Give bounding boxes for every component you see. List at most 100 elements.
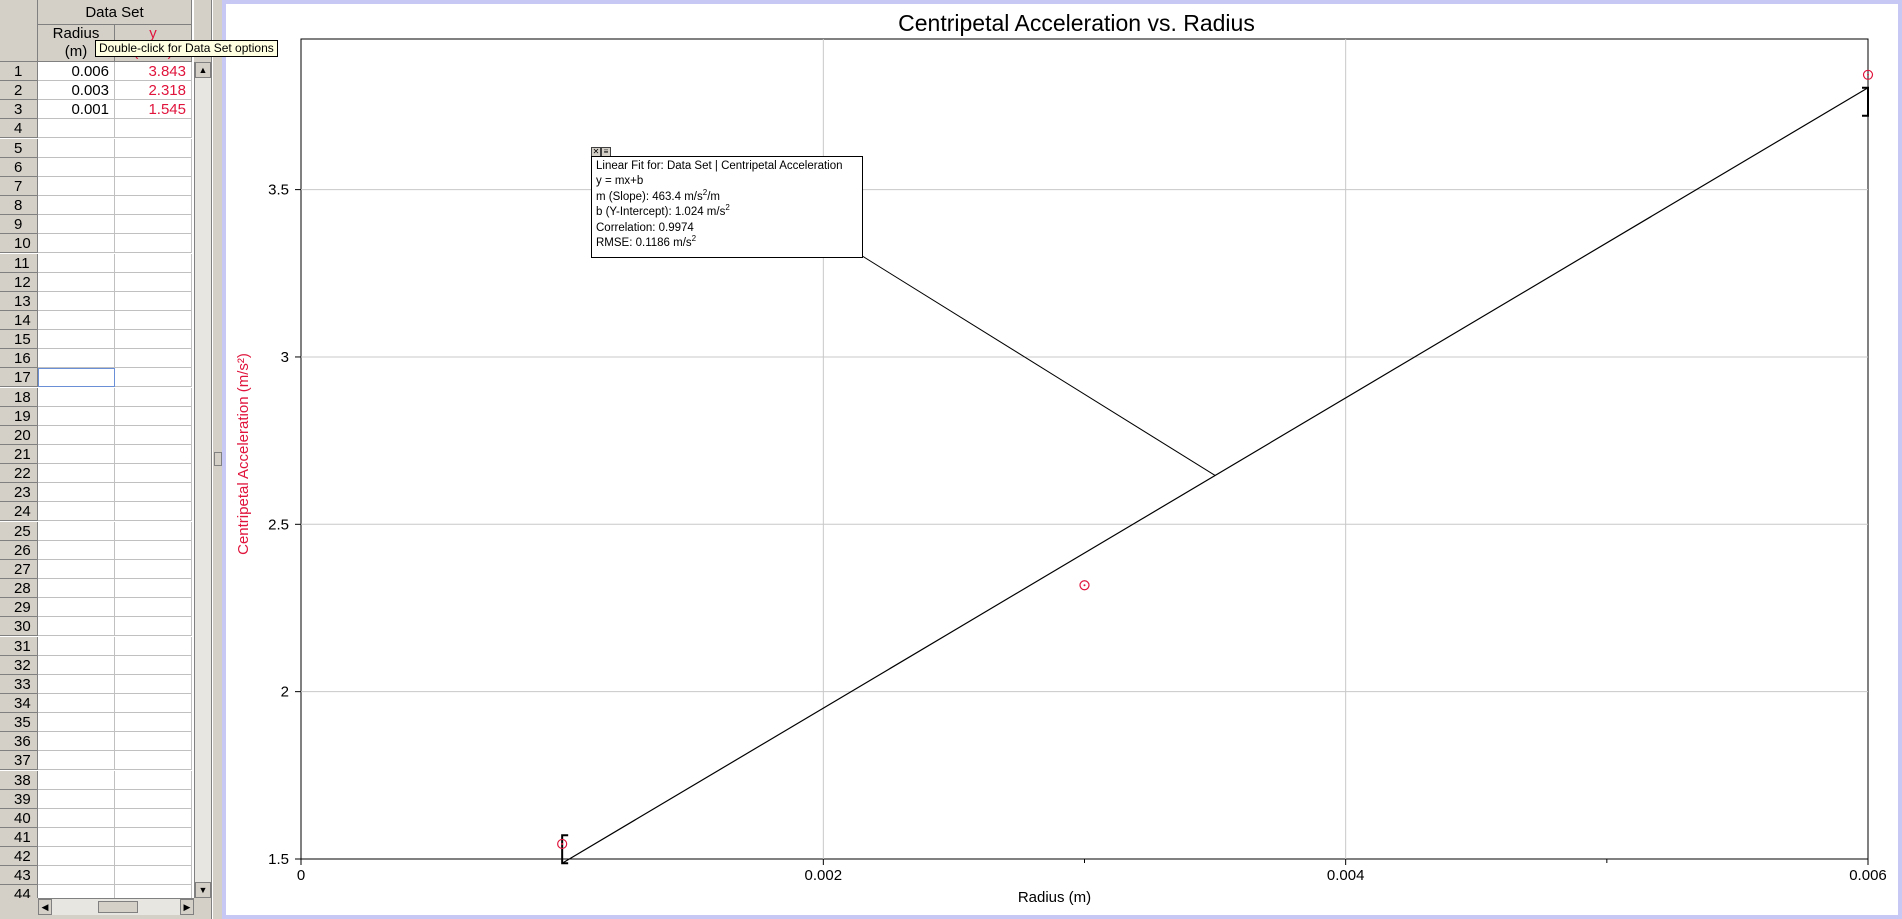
cell-radius[interactable] — [38, 828, 115, 847]
row-number[interactable]: 8 — [0, 196, 38, 216]
cell-y[interactable] — [115, 617, 192, 637]
row-number[interactable]: 4 — [0, 119, 38, 139]
cell-y[interactable] — [115, 234, 192, 254]
cell-y[interactable] — [115, 789, 192, 809]
cell-radius[interactable] — [38, 196, 115, 216]
pane-splitter[interactable] — [212, 0, 222, 919]
cell-y[interactable]: 2.318 — [115, 81, 192, 101]
cell-y[interactable] — [115, 847, 192, 867]
cell-y[interactable] — [115, 540, 192, 560]
table-row[interactable]: 1 0.006 3.843 — [0, 62, 194, 81]
chart[interactable]: 0 0.002 0.004 0.006 1.5 2 2.5 3 3.5 Centripetal A… — [226, 4, 1898, 915]
table-row[interactable]: 15 — [0, 330, 194, 350]
horizontal-scroll-thumb[interactable] — [98, 901, 138, 913]
row-number[interactable]: 22 — [0, 464, 38, 484]
cell-radius[interactable]: 0.006 — [38, 62, 115, 81]
table-row[interactable]: 6 — [0, 157, 194, 177]
row-number[interactable]: 37 — [0, 751, 38, 771]
row-number[interactable]: 12 — [0, 272, 38, 292]
row-number[interactable]: 24 — [0, 502, 38, 522]
table-row[interactable]: 27 — [0, 559, 194, 579]
cell-y[interactable] — [115, 808, 192, 828]
cell-radius[interactable] — [38, 655, 115, 675]
data-point[interactable] — [1079, 580, 1090, 591]
cell-y[interactable] — [115, 502, 192, 522]
table-row[interactable]: 20 — [0, 425, 194, 445]
cell-y[interactable] — [115, 598, 192, 618]
cell-y[interactable] — [115, 445, 192, 464]
cell-radius[interactable] — [38, 349, 115, 369]
table-row[interactable]: 19 — [0, 406, 194, 426]
cell-y[interactable] — [115, 215, 192, 235]
cell-y[interactable] — [115, 636, 192, 656]
cell-y[interactable] — [115, 559, 192, 579]
scroll-up-arrow-icon[interactable]: ▲ — [195, 62, 211, 78]
table-row[interactable]: 34 — [0, 693, 194, 713]
row-number[interactable]: 44 — [0, 885, 38, 898]
table-row[interactable]: 29 — [0, 598, 194, 618]
cell-radius[interactable] — [38, 157, 115, 177]
cell-y[interactable] — [115, 693, 192, 713]
row-number[interactable]: 33 — [0, 674, 38, 694]
cell-radius[interactable] — [38, 291, 115, 311]
table-row[interactable]: 18 — [0, 387, 194, 407]
cell-radius[interactable] — [38, 234, 115, 254]
table-row[interactable]: 25 — [0, 521, 194, 541]
table-row[interactable]: 36 — [0, 732, 194, 752]
graph-area[interactable]: 0 0.002 0.004 0.006 1.5 2 2.5 3 3.5 Centripetal A… — [226, 4, 1898, 915]
cell-y[interactable] — [115, 425, 192, 445]
cell-radius[interactable] — [38, 789, 115, 809]
cell-y[interactable] — [115, 368, 192, 388]
linear-fit-annotation[interactable]: Linear Fit for: Data Set | Centripetal A… — [591, 156, 863, 258]
table-row[interactable]: 41 — [0, 828, 194, 847]
row-number[interactable]: 7 — [0, 176, 38, 196]
table-row[interactable]: 12 — [0, 272, 194, 292]
cell-radius[interactable]: 0.003 — [38, 81, 115, 101]
cell-y[interactable] — [115, 310, 192, 330]
table-row[interactable]: 13 — [0, 291, 194, 311]
cell-y[interactable] — [115, 732, 192, 752]
row-number[interactable]: 10 — [0, 234, 38, 254]
cell-y[interactable] — [115, 483, 192, 503]
row-number[interactable]: 20 — [0, 425, 38, 445]
cell-radius[interactable] — [38, 866, 115, 886]
row-number[interactable]: 29 — [0, 598, 38, 618]
table-row[interactable]: 35 — [0, 713, 194, 733]
cell-y[interactable] — [115, 253, 192, 273]
table-row[interactable]: 38 — [0, 770, 194, 790]
cell-y[interactable] — [115, 349, 192, 369]
cell-y[interactable] — [115, 196, 192, 216]
cell-radius[interactable] — [38, 885, 115, 898]
cell-y[interactable] — [115, 464, 192, 484]
row-number[interactable]: 28 — [0, 579, 38, 599]
cell-radius[interactable] — [38, 387, 115, 407]
scroll-down-arrow-icon[interactable]: ▼ — [195, 882, 211, 898]
row-number[interactable]: 16 — [0, 349, 38, 369]
table-row[interactable]: 44 — [0, 885, 194, 898]
cell-radius[interactable] — [38, 732, 115, 752]
cell-y[interactable] — [115, 579, 192, 599]
data-point[interactable] — [1862, 69, 1874, 80]
table-row[interactable]: 30 — [0, 617, 194, 637]
row-number[interactable]: 11 — [0, 253, 38, 273]
row-number[interactable]: 26 — [0, 540, 38, 560]
cell-y[interactable] — [115, 291, 192, 311]
table-row[interactable]: 9 — [0, 215, 194, 235]
table-row[interactable]: 17 — [0, 368, 194, 388]
cell-radius[interactable] — [38, 693, 115, 713]
cell-y[interactable] — [115, 866, 192, 886]
row-number[interactable]: 5 — [0, 138, 38, 158]
row-number[interactable]: 39 — [0, 789, 38, 809]
cell-y[interactable] — [115, 157, 192, 177]
row-number[interactable]: 21 — [0, 445, 38, 464]
table-row[interactable]: 2 0.003 2.318 — [0, 81, 194, 101]
cell-radius[interactable] — [38, 617, 115, 637]
row-number[interactable]: 15 — [0, 330, 38, 350]
cell-y[interactable] — [115, 119, 192, 139]
row-number[interactable]: 25 — [0, 521, 38, 541]
fit-range-bracket[interactable] — [1862, 86, 1869, 117]
cell-radius[interactable] — [38, 636, 115, 656]
splitter-grip-icon[interactable] — [214, 452, 222, 466]
cell-y[interactable] — [115, 674, 192, 694]
cell-radius[interactable] — [38, 847, 115, 867]
